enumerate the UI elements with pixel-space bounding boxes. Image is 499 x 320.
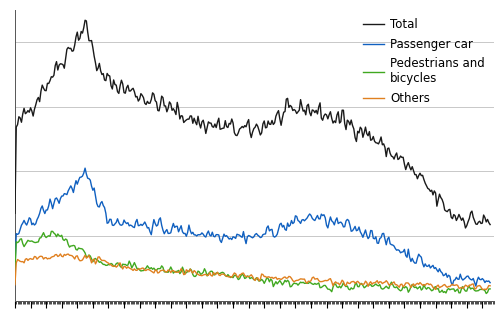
Passenger car [82,166,88,170]
Total [82,18,88,22]
Others [243,275,249,278]
Total [366,130,372,133]
Line: Total: Total [15,20,490,228]
Pedestrians and
bicycles [243,276,249,280]
Total [243,125,249,129]
Pedestrians and
bicycles [35,240,41,244]
Total [27,106,33,110]
Pedestrians and
bicycles [483,292,489,295]
Legend: Total, Passenger car, Pedestrians and
bicycles, Others: Total, Passenger car, Pedestrians and bi… [360,16,487,107]
Pedestrians and
bicycles [338,286,344,290]
Passenger car [473,284,479,288]
Passenger car [338,220,344,224]
Total [35,96,41,100]
Passenger car [12,266,18,269]
Others [12,283,18,287]
Others [27,257,33,260]
Others [338,281,344,285]
Passenger car [366,235,372,239]
Pedestrians and
bicycles [49,229,55,233]
Pedestrians and
bicycles [474,289,480,293]
Total [12,212,18,215]
Line: Pedestrians and
bicycles: Pedestrians and bicycles [15,231,490,293]
Pedestrians and
bicycles [487,287,493,291]
Pedestrians and
bicycles [12,269,18,273]
Total [463,226,469,230]
Line: Passenger car: Passenger car [15,168,490,286]
Others [57,252,63,256]
Passenger car [476,275,482,279]
Passenger car [487,281,493,284]
Total [338,120,344,124]
Total [476,220,482,224]
Others [474,284,480,288]
Passenger car [243,242,249,245]
Line: Others: Others [15,254,490,290]
Passenger car [35,215,41,219]
Others [483,288,489,292]
Others [35,256,41,260]
Others [487,284,493,288]
Total [487,223,493,227]
Passenger car [27,217,33,221]
Pedestrians and
bicycles [27,239,33,243]
Others [366,281,372,285]
Pedestrians and
bicycles [366,283,372,287]
